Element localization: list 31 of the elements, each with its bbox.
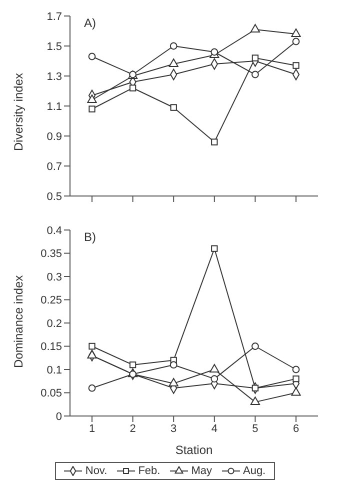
annotation: B)	[84, 230, 96, 244]
legend-label: May	[191, 465, 212, 477]
y-tick-label: 0.9	[46, 130, 62, 143]
y-tick-label: 0.2	[46, 318, 62, 330]
x-tick-label: 3	[170, 422, 177, 435]
y-tick-label: 0.15	[40, 341, 62, 354]
legend-label: Nov.	[85, 465, 108, 477]
y-tick-label: 1.1	[46, 100, 62, 113]
y-tick-label: 0.4	[46, 224, 62, 237]
x-axis-title: Station	[175, 443, 213, 457]
legend-label: Aug.	[242, 465, 266, 477]
x-tick-label: 1	[88, 422, 96, 435]
y-tick-label: 0.25	[40, 294, 62, 307]
annotation: A)	[84, 16, 96, 30]
legend-label: Feb.	[138, 465, 160, 477]
x-tick-label: 4	[211, 422, 218, 435]
x-tick-label: 2	[130, 422, 136, 435]
y-tick-label: 0.3	[46, 271, 62, 284]
y-tick-label: 0.1	[46, 364, 62, 376]
x-tick-label: 6	[292, 422, 300, 435]
y-tick-label: 0.7	[46, 160, 62, 173]
y-tick-label: 0.35	[40, 248, 62, 260]
y-axis-title: Dominance index	[11, 275, 26, 368]
y-tick-label: 0.5	[46, 190, 62, 203]
y-tick-label: 0	[56, 410, 62, 423]
y-tick-label: 0.05	[40, 388, 62, 400]
y-axis-title: Diversity index	[11, 72, 26, 151]
y-tick-label: 1.5	[46, 40, 62, 53]
y-tick-label: 1.7	[46, 10, 62, 23]
y-tick-label: 1.3	[46, 70, 62, 83]
x-tick-label: 5	[252, 422, 258, 435]
